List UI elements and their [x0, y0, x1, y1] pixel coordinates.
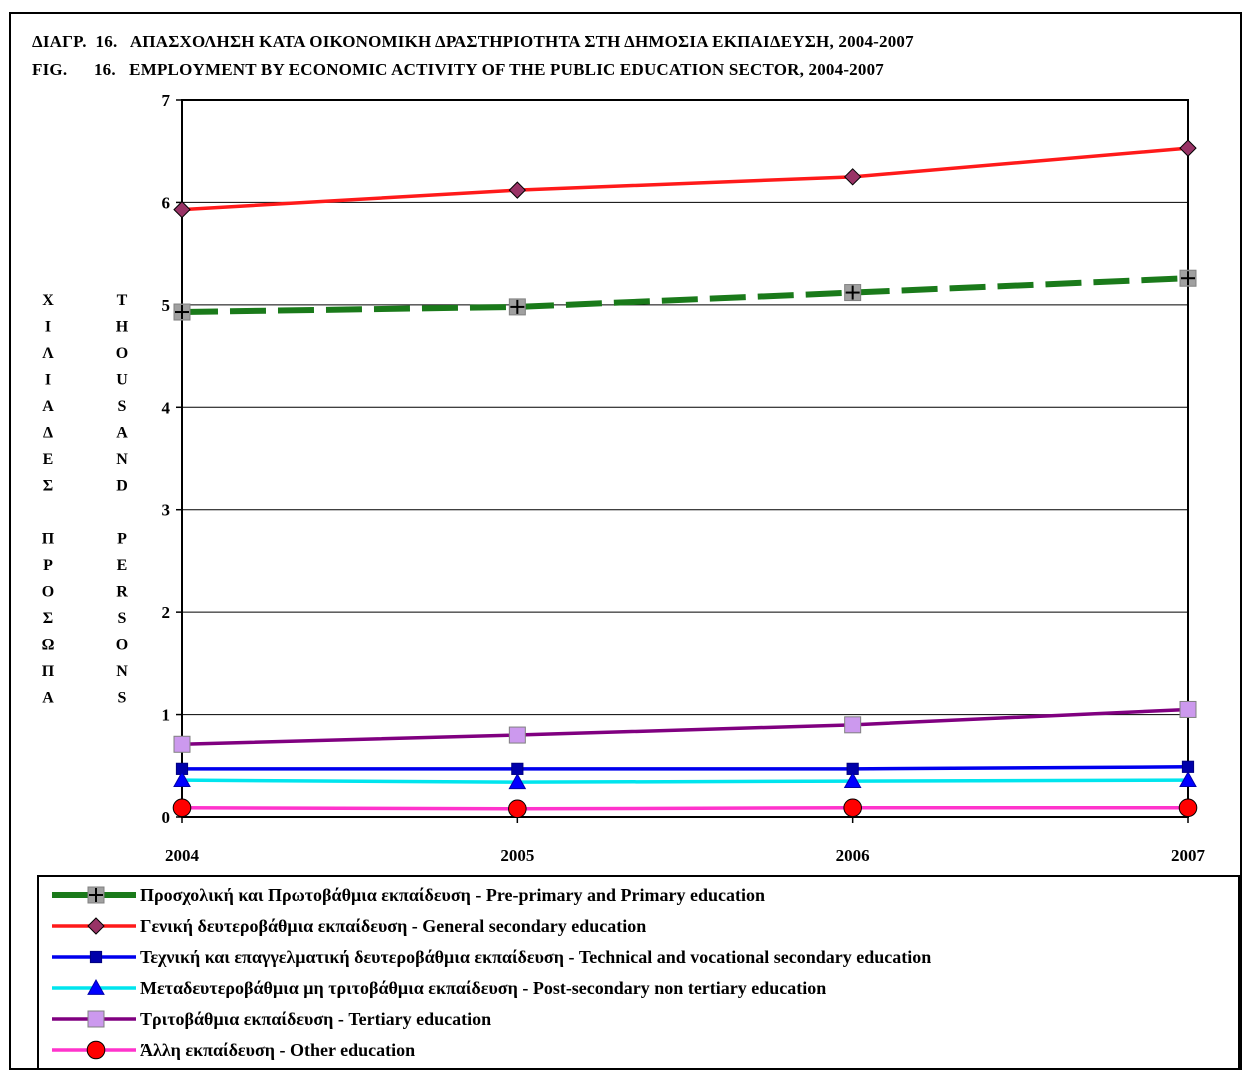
chart-title-greek: ΔΙΑΓΡ. 16. ΑΠΑΣΧΟΛΗΣΗ ΚΑΤΑ ΟΙΚΟΝΟΜΙΚΗ ΔΡ…: [32, 32, 914, 51]
chart-title-english: FIG. 16. EMPLOYMENT BY ECONOMIC ACTIVITY…: [32, 60, 884, 79]
legend: [37, 875, 1240, 1070]
